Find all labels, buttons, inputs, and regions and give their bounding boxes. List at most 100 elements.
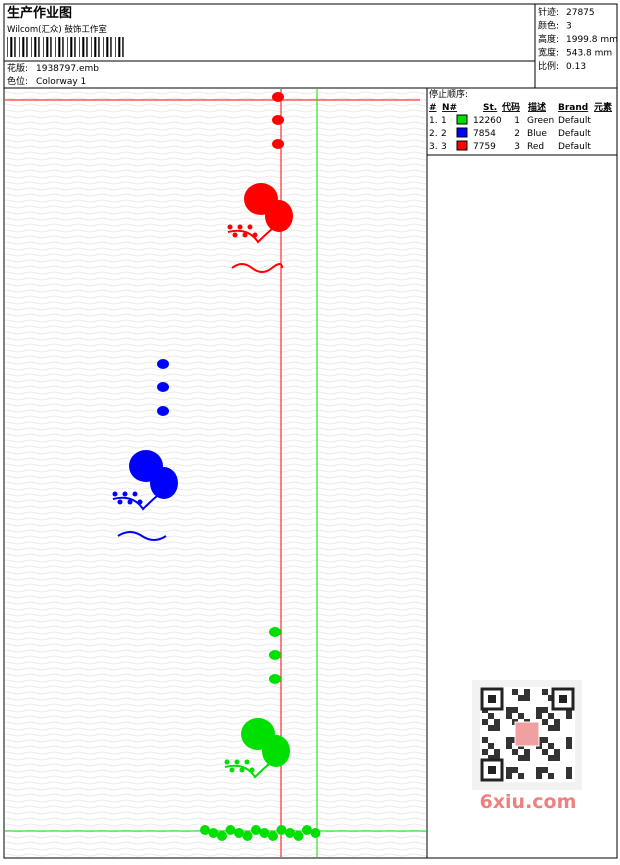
qr-cell — [518, 755, 524, 761]
lace — [217, 831, 227, 841]
qr-cell — [524, 695, 530, 701]
qr-cell — [512, 767, 518, 773]
leaf — [157, 382, 169, 392]
lace — [225, 825, 236, 835]
bar-stripe — [79, 37, 80, 57]
bar-stripe — [122, 37, 124, 57]
lace — [268, 831, 278, 841]
qr-cell — [542, 689, 548, 695]
bar-stripe — [55, 37, 56, 57]
qr-cell — [548, 773, 554, 779]
stat-value: 1999.8 mm — [566, 35, 618, 45]
bar-stripe — [91, 37, 92, 57]
lace — [293, 831, 304, 841]
lace — [302, 825, 312, 835]
qr-cell — [536, 767, 542, 773]
bar-stripe — [34, 37, 37, 57]
bud — [247, 224, 253, 230]
bar-stripe — [110, 37, 112, 57]
lace — [251, 825, 261, 835]
script — [231, 263, 283, 273]
color-swatch — [456, 140, 468, 151]
bar-stripe — [46, 37, 49, 57]
column-header: 元素 — [594, 101, 612, 113]
qr-cell — [512, 689, 518, 695]
bar-stripe — [26, 37, 28, 57]
bar-stripe — [7, 37, 8, 57]
bud — [227, 224, 233, 230]
bar-stripe — [118, 37, 121, 57]
bar-stripe — [19, 37, 20, 57]
column-header: N# — [442, 103, 457, 113]
qr-cell — [566, 713, 572, 719]
stem — [112, 490, 164, 511]
stat-value: 27875 — [566, 8, 595, 18]
leaf — [265, 200, 293, 232]
lace — [285, 828, 295, 838]
lace — [276, 825, 287, 835]
qr-cell — [482, 719, 488, 725]
bud — [239, 767, 245, 773]
qr-cell — [548, 725, 554, 731]
stem — [224, 758, 276, 779]
qr-cell — [506, 773, 512, 779]
qr-finder — [488, 766, 496, 774]
row-n: 1 — [441, 116, 447, 126]
row-brand: Default — [558, 142, 591, 152]
stats: 针迹: 27875 颜色: 3 高度: 1999.8 mm 宽度: 543.8 mm 比例: 0.… — [538, 6, 618, 72]
qr-cell — [518, 773, 524, 779]
motifs — [112, 92, 321, 841]
bar-stripe — [31, 37, 32, 57]
leaf — [269, 650, 281, 660]
bar-stripe — [50, 37, 52, 57]
company: Wilcom(汇众) 鼓饰工作室 — [7, 24, 107, 35]
qr-cell — [566, 767, 572, 773]
qr-cell — [494, 749, 500, 755]
qr-code — [472, 680, 582, 790]
watermark: 6xiu.com — [480, 791, 577, 813]
qr-cell — [506, 713, 512, 719]
row-brand: Default — [558, 116, 591, 126]
row-code: 1 — [514, 116, 520, 126]
leaf — [157, 359, 169, 369]
bar-stripe — [10, 37, 13, 57]
qr-cell — [482, 749, 488, 755]
qr-finder — [559, 695, 567, 703]
stat-label: 针迹: — [538, 6, 559, 18]
color-swatch — [456, 127, 468, 138]
qr-finder — [488, 695, 496, 703]
qr-cell — [506, 707, 512, 713]
row-description: Green — [527, 116, 554, 126]
qr-cell — [554, 749, 560, 755]
qr-cell — [536, 713, 542, 719]
bud — [137, 499, 143, 505]
bar-stripe — [74, 37, 76, 57]
lace — [259, 828, 270, 838]
qr-cell — [542, 749, 548, 755]
leaf — [272, 92, 284, 102]
stem — [227, 223, 279, 244]
bar-stripe — [62, 37, 64, 57]
colorway: Colorway 1 — [36, 77, 86, 87]
row-n: 2 — [441, 129, 447, 139]
color-swatch — [456, 114, 468, 125]
qr-cell — [524, 749, 530, 755]
bar-stripe — [58, 37, 61, 57]
qr-cell — [542, 707, 548, 713]
bud — [252, 232, 258, 238]
row-code: 3 — [514, 142, 520, 152]
qr-cell — [512, 707, 518, 713]
qr-cell — [488, 725, 494, 731]
qr-cell — [548, 743, 554, 749]
qr-cell — [518, 695, 524, 701]
leaf — [269, 674, 281, 684]
qr-cell — [506, 767, 512, 773]
qr-cell — [494, 755, 500, 761]
bar-stripe — [38, 37, 40, 57]
bud — [112, 491, 118, 497]
bar-stripe — [14, 37, 16, 57]
bar-stripe — [70, 37, 73, 57]
qr-cell — [506, 743, 512, 749]
qr-cell — [542, 767, 548, 773]
colorway-label: 色位: — [7, 75, 28, 87]
